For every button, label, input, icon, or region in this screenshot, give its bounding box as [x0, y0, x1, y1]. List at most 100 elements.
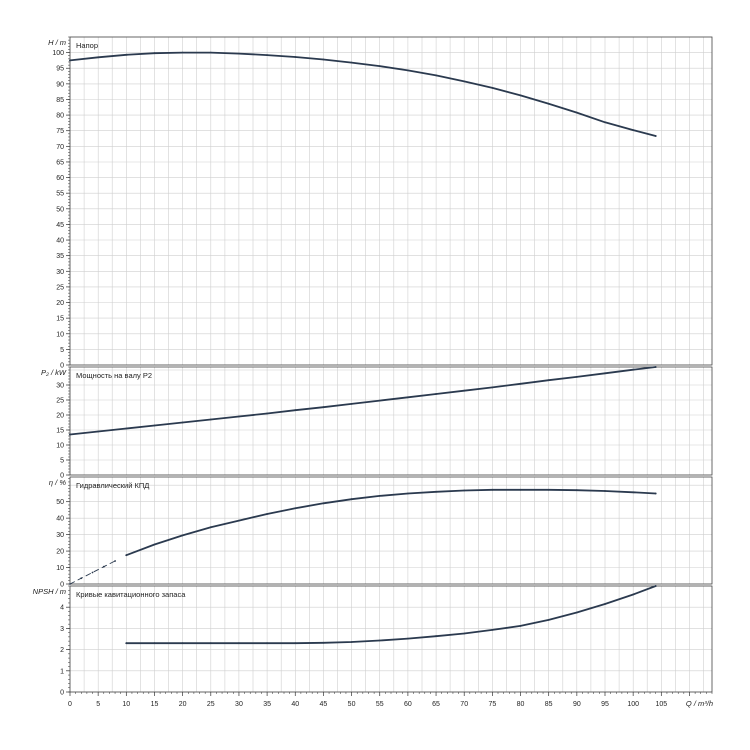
- curve-point: [604, 603, 606, 605]
- curve-line: [125, 488, 657, 557]
- curve-point: [491, 87, 494, 89]
- curve-point: [407, 69, 409, 72]
- curve-point: [654, 585, 657, 587]
- curve-point: [266, 412, 268, 415]
- y-tick-label: 30: [56, 383, 64, 390]
- y-tick-label: 0: [60, 363, 64, 370]
- curve-point: [519, 488, 522, 491]
- curve-point: [632, 491, 635, 494]
- y-tick-label: 40: [56, 238, 64, 245]
- curve-point: [547, 379, 550, 382]
- curve-point: [519, 94, 522, 97]
- y-tick-label: 95: [56, 66, 64, 73]
- curve-point: [350, 641, 353, 643]
- curve-point: [519, 625, 522, 627]
- panel-frame: [69, 476, 713, 585]
- curve-point: [125, 642, 128, 645]
- x-tick-label: 5: [96, 701, 100, 708]
- curve-point: [209, 51, 212, 54]
- y-tick-label: 0: [60, 473, 64, 480]
- curve-point: [435, 393, 437, 395]
- x-tick-label: 95: [601, 701, 609, 708]
- curve-point: [322, 641, 325, 644]
- curve-point: [181, 421, 184, 424]
- curve-point: [91, 571, 94, 574]
- x-tick-label: 60: [404, 701, 412, 708]
- y-tick-label: 50: [56, 499, 64, 506]
- y-tick-label: 10: [56, 443, 64, 450]
- curve-point: [407, 637, 409, 640]
- y-tick-label: 15: [56, 316, 64, 323]
- y-tick-label: 85: [56, 97, 64, 104]
- y-tick-label: 10: [56, 331, 64, 338]
- curve-line: [125, 585, 657, 645]
- panel-title: Кривые кавитационного запаса: [76, 590, 186, 599]
- curve-point: [238, 52, 240, 55]
- curve-point: [294, 56, 297, 58]
- y-axis-label: NPSH / m: [33, 587, 66, 596]
- curve-point: [209, 526, 212, 529]
- y-tick-label: 25: [56, 398, 64, 405]
- curve-point: [153, 52, 156, 55]
- x-tick-label: 65: [432, 701, 440, 708]
- curve-point: [575, 111, 578, 114]
- y-tick-label: 20: [56, 300, 64, 307]
- y-tick-label: 55: [56, 191, 64, 198]
- y-tick-label: 5: [60, 458, 64, 465]
- frame-layer: [66, 36, 713, 696]
- curve-point: [435, 74, 437, 77]
- curve-point: [97, 430, 100, 433]
- curve-point: [519, 382, 522, 385]
- curves-layer: [69, 51, 657, 645]
- y-tick-label: 35: [56, 253, 64, 260]
- curve-point: [547, 488, 550, 491]
- x-tick-label: 40: [291, 701, 299, 708]
- x-tick-label: 20: [179, 701, 187, 708]
- curve-point: [654, 492, 657, 495]
- panel-frame: [69, 366, 713, 476]
- curve-point: [407, 492, 409, 495]
- x-tick-label: 55: [376, 701, 384, 708]
- x-axis-label: Q / m³/h: [686, 699, 713, 708]
- curve-point: [575, 489, 578, 492]
- curve-point: [294, 642, 297, 645]
- x-tick-label: 80: [517, 701, 525, 708]
- curve-point: [575, 611, 578, 614]
- y-axis-label: η / %: [49, 478, 66, 487]
- y-tick-label: 65: [56, 159, 64, 166]
- y-tick-label: 60: [56, 175, 64, 182]
- y-tick-label: 5: [60, 347, 64, 354]
- curve-point: [407, 396, 409, 399]
- x-tick-label: 30: [235, 701, 243, 708]
- y-tick-label: 100: [52, 50, 64, 57]
- x-tick-label: 70: [460, 701, 468, 708]
- curve-point: [435, 490, 437, 493]
- x-tick-label: 10: [122, 701, 130, 708]
- curve-point: [632, 593, 635, 596]
- curve-point: [435, 635, 437, 638]
- curve-point: [322, 58, 325, 61]
- y-tick-label: 40: [56, 516, 64, 523]
- curve-point: [463, 80, 466, 83]
- curve-point: [102, 565, 105, 568]
- y-axis-label: H / m: [48, 38, 66, 47]
- curve-point: [125, 554, 128, 557]
- curve-point: [378, 639, 381, 642]
- y-tick-label: 10: [56, 565, 64, 572]
- curve-point: [604, 121, 606, 124]
- curve-point: [69, 583, 71, 585]
- y-tick-label: 1: [60, 668, 64, 675]
- curve-point: [266, 513, 268, 515]
- curve-point: [632, 129, 635, 132]
- curve-point: [266, 54, 268, 56]
- curve-point: [350, 403, 353, 405]
- curve-point: [575, 376, 578, 378]
- curve-point: [632, 368, 635, 371]
- curve-point: [153, 424, 156, 427]
- curve-point: [80, 577, 83, 580]
- curve-point: [125, 53, 128, 56]
- curve-point: [491, 386, 494, 389]
- curve-point: [378, 65, 381, 67]
- curve-point: [181, 51, 184, 54]
